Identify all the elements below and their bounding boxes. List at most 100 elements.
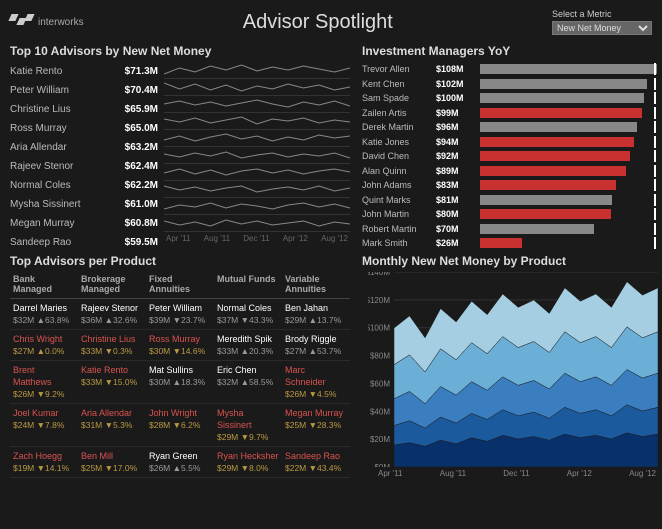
top10-row[interactable]: Megan Murray$60.8M (10, 214, 158, 233)
top10-row[interactable]: Mysha Sissinert$61.0M (10, 195, 158, 214)
prod-cell[interactable]: Christine Lius$33M ▼0.3% (78, 330, 146, 360)
advisor-name: Mat Sullins (149, 364, 211, 376)
bar (480, 151, 630, 161)
advisor-name: Katie Rento (10, 64, 62, 79)
advisor-value: $65.9M (125, 102, 158, 117)
advisor-stat: $26M ▼4.5% (285, 388, 347, 400)
advisor-name: Sandeep Rao (10, 235, 71, 250)
metric-dropdown[interactable]: New Net Money (552, 21, 652, 35)
top10-row[interactable]: Christine Lius$65.9M (10, 100, 158, 119)
advisor-stat: $29M ▼9.7% (217, 431, 279, 443)
im-row[interactable]: Katie Jones$94M (362, 135, 660, 150)
sparklines: Apr '11Aug '11Dec '11Apr '12Aug '12 (164, 62, 350, 252)
sparkline (164, 79, 350, 96)
advisor-name: Ben Mill (81, 450, 143, 462)
prod-cell[interactable]: Brody Riggle$27M ▲53.7% (282, 330, 350, 360)
advisor-stat: $36M ▲32.6% (81, 314, 143, 326)
reference-mark (654, 136, 656, 148)
bar-wrap (480, 224, 660, 234)
im-row[interactable]: Mark Smith$26M (362, 236, 660, 251)
bar-wrap (480, 79, 660, 89)
prod-cell[interactable]: Rajeev Stenor$36M ▲32.6% (78, 299, 146, 329)
prod-cell[interactable]: Brent Matthews$26M ▼9.2% (10, 361, 78, 403)
prod-cell[interactable]: John Wright$28M ▼6.2% (146, 404, 214, 446)
top10-row[interactable]: Peter William$70.4M (10, 81, 158, 100)
svg-text:$100M: $100M (368, 324, 390, 333)
prod-cell[interactable]: Marc Schneider$26M ▼4.5% (282, 361, 350, 403)
advisor-stat: $33M ▲20.3% (217, 345, 279, 357)
prod-cell[interactable]: Joel Kumar$24M ▼7.8% (10, 404, 78, 446)
manager-name: John Adams (362, 180, 430, 190)
top10-row[interactable]: Katie Rento$71.3M (10, 62, 158, 81)
advisor-stat: $25M ▼28.3% (285, 419, 347, 431)
im-row[interactable]: Sam Spade$100M (362, 91, 660, 106)
im-row[interactable]: Quint Marks$81M (362, 193, 660, 208)
advisor-stat: $29M ▼8.0% (217, 462, 279, 474)
prod-cell[interactable]: Ryan Hecksher$29M ▼8.0% (214, 447, 282, 477)
advisor-stat: $27M ▲0.0% (13, 345, 75, 357)
prod-cell[interactable]: Darrel Maries$32M ▲63.8% (10, 299, 78, 329)
prod-cell[interactable]: Normal Coles$37M ▼43.3% (214, 299, 282, 329)
advisor-stat: $30M ▲18.3% (149, 376, 211, 388)
top10-row[interactable]: Aria Allendar$63.2M (10, 138, 158, 157)
prod-cell[interactable]: Ryan Green$26M ▲5.5% (146, 447, 214, 477)
bar-wrap (480, 137, 660, 147)
metric-selector: Select a Metric New Net Money (552, 9, 652, 35)
im-row[interactable]: Zailen Artis$99M (362, 106, 660, 121)
bar (480, 195, 612, 205)
bar (480, 238, 522, 248)
prod-cell[interactable]: Ben Jahan$29M ▲13.7% (282, 299, 350, 329)
im-row[interactable]: Derek Martin$96M (362, 120, 660, 135)
prod-cell[interactable]: Aria Allendar$31M ▼5.3% (78, 404, 146, 446)
advisor-name: Peter William (149, 302, 211, 314)
advisor-value: $59.5M (125, 235, 158, 250)
page-title: Advisor Spotlight (84, 11, 552, 34)
manager-name: Kent Chen (362, 79, 430, 89)
prod-cell[interactable]: Meredith Spik$33M ▲20.3% (214, 330, 282, 360)
top10-row[interactable]: Ross Murray$65.0M (10, 119, 158, 138)
im-row[interactable]: John Martin$80M (362, 207, 660, 222)
im-row[interactable]: John Adams$83M (362, 178, 660, 193)
manager-name: Quint Marks (362, 195, 430, 205)
im-row[interactable]: David Chen$92M (362, 149, 660, 164)
prod-cell[interactable]: Katie Rento$33M ▼15.0% (78, 361, 146, 403)
prod-cell[interactable]: Zach Hoegg$19M ▼14.1% (10, 447, 78, 477)
im-row[interactable]: Trevor Allen$108M (362, 62, 660, 77)
prod-cell[interactable]: Sandeep Rao$22M ▼43.4% (282, 447, 350, 477)
svg-text:$60M: $60M (370, 379, 390, 388)
bar-wrap (480, 151, 660, 161)
reference-mark (654, 107, 656, 119)
bar-wrap (480, 122, 660, 132)
advisor-name: Aria Allendar (10, 140, 67, 155)
header: interworks Advisor Spotlight Select a Me… (0, 0, 662, 40)
reference-mark (654, 237, 656, 249)
advisor-name: Ben Jahan (285, 302, 347, 314)
prod-cell[interactable]: Mat Sullins$30M ▲18.3% (146, 361, 214, 403)
im-row[interactable]: Kent Chen$102M (362, 77, 660, 92)
prod-cell[interactable]: Ben Mill$25M ▼17.0% (78, 447, 146, 477)
prod-cell[interactable]: Chris Wright$27M ▲0.0% (10, 330, 78, 360)
top10-row[interactable]: Normal Coles$62.2M (10, 176, 158, 195)
logo: interworks (10, 14, 84, 30)
advisor-name: Normal Coles (217, 302, 279, 314)
prod-cell[interactable]: Peter William$39M ▼23.7% (146, 299, 214, 329)
manager-value: $26M (436, 238, 474, 248)
advisor-stat: $26M ▼9.2% (13, 388, 75, 400)
prod-cell[interactable]: Megan Murray$25M ▼28.3% (282, 404, 350, 446)
bar (480, 79, 647, 89)
top10-row[interactable]: Rajeev Stenor$62.4M (10, 157, 158, 176)
prod-cell[interactable]: Ross Murray$30M ▼14.6% (146, 330, 214, 360)
manager-value: $70M (436, 224, 474, 234)
area-chart: $140M$120M$100M$80M$60M$40M$20M$0M (368, 272, 658, 467)
metric-label: Select a Metric (552, 9, 652, 19)
sparkline (164, 181, 350, 198)
prod-cell[interactable]: Eric Chen$32M ▲58.5% (214, 361, 282, 403)
im-row[interactable]: Robert Martin$70M (362, 222, 660, 237)
im-row[interactable]: Alan Quinn$89M (362, 164, 660, 179)
advisor-stat: $32M ▲63.8% (13, 314, 75, 326)
bar-wrap (480, 93, 660, 103)
reference-mark (654, 121, 656, 133)
bar (480, 93, 644, 103)
prod-cell[interactable]: Mysha Sissinert$29M ▼9.7% (214, 404, 282, 446)
advisor-name: Joel Kumar (13, 407, 75, 419)
